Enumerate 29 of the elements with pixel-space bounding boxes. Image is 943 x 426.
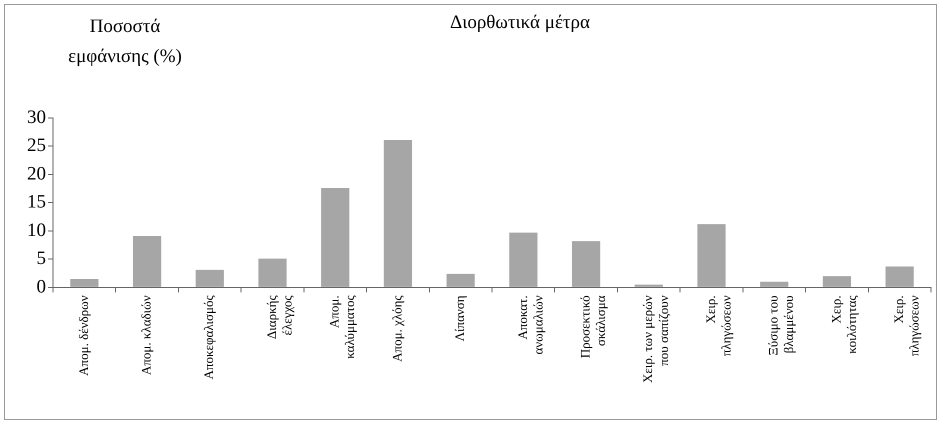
bar [760,282,788,287]
x-tick-label: Λίπανση [452,295,468,342]
bar [132,236,162,287]
x-tick-label: Αποκατ. ανωμαλιών [514,295,546,355]
bar [384,140,412,287]
y-axis-title: Ποσοστά εμφάνισης (%) [67,15,183,69]
bar [258,258,287,287]
y-tick-label: 15 [27,192,46,213]
bar [697,224,726,287]
bar [321,188,350,287]
x-tick-label: Αποκεφαλισμός [201,294,216,380]
x-tick-label: Διαρκής έλεγχος [264,294,295,340]
x-tick-label: Απομ. δένδρων [76,295,91,376]
bar [509,232,538,287]
bar [446,274,475,287]
y-tick-label: 25 [27,135,46,156]
y-tick-label: 0 [36,276,46,298]
bar [886,266,914,287]
y-tick-label: 30 [27,106,46,128]
x-tick-label: Απομ. χλόης [389,294,404,362]
y-tick-label: 10 [27,220,46,241]
bar [70,278,98,287]
y-tick-label: 5 [36,248,46,270]
bar [196,270,224,287]
x-tick-label: Απομ. κλαδιών [138,295,154,376]
bar [822,276,852,287]
y-tick-label: 20 [27,163,46,184]
chart-title: Διορθωτικά μέτρα [448,12,591,34]
bar [572,241,600,287]
